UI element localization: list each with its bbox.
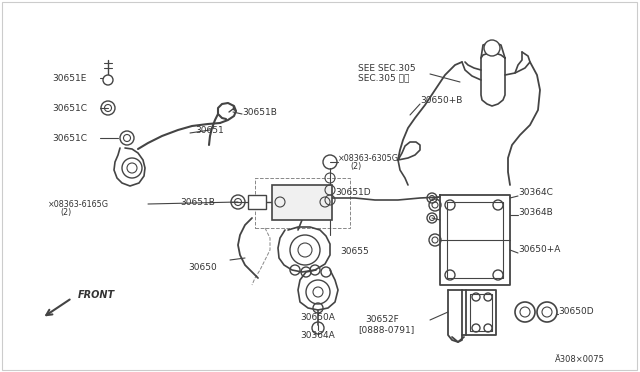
- Text: 30651: 30651: [195, 125, 224, 135]
- Text: [0888-0791]: [0888-0791]: [358, 326, 414, 334]
- Text: 30651C: 30651C: [52, 103, 87, 112]
- Text: FRONT: FRONT: [78, 290, 115, 300]
- Circle shape: [290, 235, 320, 265]
- Text: (2): (2): [350, 161, 361, 170]
- Text: 30650A: 30650A: [300, 314, 335, 323]
- Circle shape: [515, 302, 535, 322]
- Circle shape: [122, 158, 142, 178]
- Text: 30651C: 30651C: [52, 134, 87, 142]
- Text: ×08363-6165G: ×08363-6165G: [48, 199, 109, 208]
- Text: 30655: 30655: [340, 247, 369, 257]
- Bar: [248, 195, 266, 209]
- Text: 30364C: 30364C: [518, 187, 553, 196]
- Text: 30364B: 30364B: [518, 208, 553, 217]
- Bar: [255, 178, 350, 228]
- Text: SEC.305 参照: SEC.305 参照: [358, 74, 410, 83]
- Text: 30651E: 30651E: [52, 74, 86, 83]
- Circle shape: [103, 75, 113, 85]
- Text: Ä308×0075: Ä308×0075: [555, 356, 605, 365]
- Text: 30650D: 30650D: [558, 308, 594, 317]
- Text: ×08363-6305G: ×08363-6305G: [338, 154, 399, 163]
- Text: 30651B: 30651B: [242, 108, 277, 116]
- Circle shape: [537, 302, 557, 322]
- Text: 30364A: 30364A: [300, 330, 335, 340]
- Text: 30651D: 30651D: [335, 187, 371, 196]
- Text: 30650+B: 30650+B: [420, 96, 462, 105]
- Text: 30650: 30650: [188, 263, 217, 273]
- Text: 30650+A: 30650+A: [518, 246, 561, 254]
- Text: SEE SEC.305: SEE SEC.305: [358, 64, 415, 73]
- Text: 30652F: 30652F: [365, 315, 399, 324]
- Text: 30651B: 30651B: [180, 198, 215, 206]
- Bar: [272, 185, 332, 220]
- Text: (2): (2): [60, 208, 71, 217]
- Circle shape: [306, 280, 330, 304]
- Circle shape: [484, 40, 500, 56]
